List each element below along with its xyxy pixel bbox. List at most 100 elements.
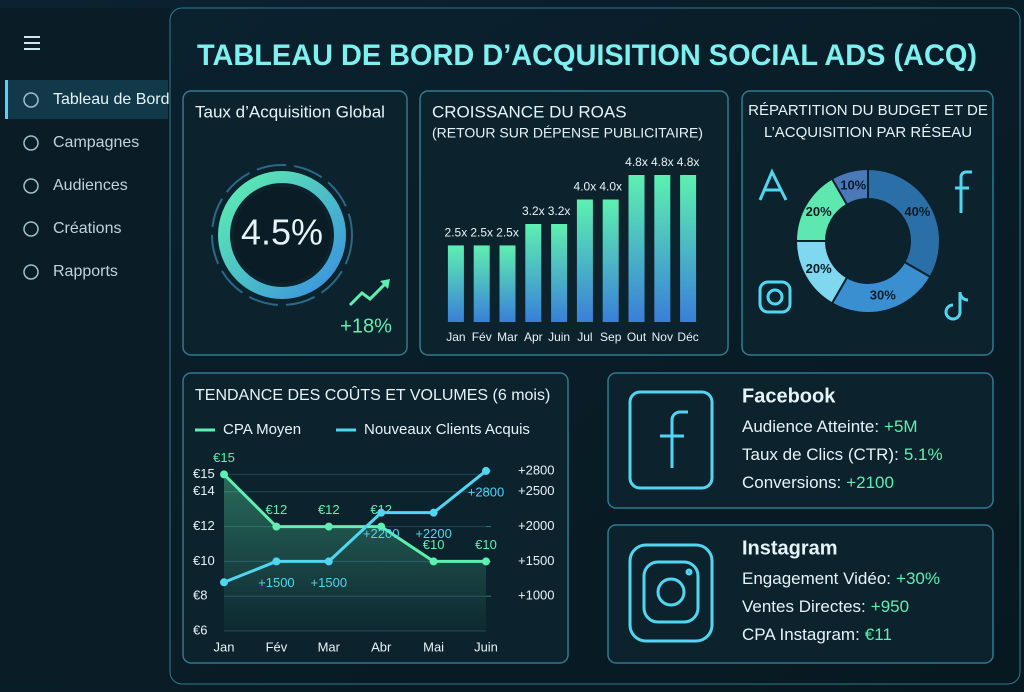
x-tick-label: Sep: [600, 330, 622, 344]
nav-item[interactable]: Rapports: [53, 263, 118, 280]
bar-label: 3.2x: [548, 204, 571, 218]
facebook-icon: [628, 390, 714, 490]
active-item-bg: [5, 80, 168, 119]
row-label: Taux de Clics (CTR):: [742, 445, 899, 464]
card-title: Facebook: [742, 385, 836, 407]
y-tick-label: €6: [193, 622, 207, 637]
gauge-outer: [211, 164, 353, 306]
budget-panel: [741, 90, 994, 356]
x-tick-label: Jul: [577, 330, 592, 344]
y-tick-label: €8: [193, 588, 207, 603]
gauge-ring: [218, 171, 346, 299]
nav-item[interactable]: Tableau de Bord: [53, 91, 170, 108]
donut-segment: [867, 167, 941, 279]
card-row: Conversions: +2100: [742, 473, 894, 492]
card-title: Instagram: [742, 537, 838, 559]
y-tick-label: €15: [193, 466, 215, 481]
point-label: €12: [318, 502, 340, 517]
bar-label: 4.8x: [625, 155, 648, 169]
bar-label: 4.8x: [651, 155, 674, 169]
line: [223, 469, 487, 584]
point: [429, 557, 438, 566]
point: [377, 522, 386, 531]
nav-icon: [23, 135, 39, 151]
network-icons: [758, 168, 972, 321]
x-tick-label: Abr: [371, 639, 392, 654]
active-item-bar: [5, 80, 8, 119]
point-label: €10: [423, 537, 445, 552]
facebook-card: [607, 372, 994, 509]
bar: [499, 245, 516, 322]
y-tick-label: €12: [193, 518, 215, 533]
segment-label: 10%: [840, 177, 866, 192]
x-tick-label: Mar: [318, 639, 341, 654]
row-label: Audience Atteinte:: [742, 417, 879, 436]
kpi-value: 4.5%: [241, 212, 323, 253]
row-label: CPA Instagram:: [742, 625, 860, 644]
page-title: TABLEAU DE BORD D’ACQUISITION SOCIAL ADS…: [197, 39, 977, 72]
card-row: Engagement Vidéo: +30%: [742, 569, 940, 588]
kpi-change: +18%: [340, 315, 392, 337]
card-row: CPA Instagram: €11: [742, 625, 892, 644]
bar: [525, 224, 542, 322]
nav-item[interactable]: Créations: [53, 220, 121, 237]
nav-item[interactable]: Audiences: [53, 177, 128, 194]
segment-label: 30%: [870, 287, 896, 302]
card-row: Ventes Directes: +950: [742, 597, 909, 616]
x-tick-label: Jan: [214, 639, 235, 654]
point-label: €15: [213, 450, 235, 465]
nav-item[interactable]: Campagnes: [53, 134, 139, 151]
row-label: Engagement Vidéo:: [742, 569, 891, 588]
x-tick-label: Mai: [423, 639, 444, 654]
point-label: €10: [475, 537, 497, 552]
y2-tick-label: +2500: [518, 483, 555, 498]
row-value: +5M: [884, 417, 918, 436]
x-tick-label: Mar: [497, 330, 518, 344]
y-tick-label: €14: [193, 483, 215, 498]
nav-icon: [23, 178, 39, 194]
x-tick-label: Nov: [652, 330, 673, 344]
row-value: €11: [865, 625, 892, 644]
y2-tick-label: +1500: [518, 553, 555, 568]
bar: [628, 175, 645, 322]
bar-label: 4.0x: [599, 180, 622, 194]
bar-label: 2.5x: [445, 226, 468, 240]
point-label: +2800: [468, 484, 505, 499]
x-tick-label: Déc: [677, 330, 698, 344]
y2-tick-label: +1000: [518, 588, 555, 603]
nav-icon: [23, 92, 39, 108]
bar-label: 4.0x: [574, 180, 597, 194]
arrow-head: [380, 279, 390, 289]
point-label: +2200: [415, 526, 452, 541]
point: [272, 522, 281, 531]
row-label: Ventes Directes:: [742, 597, 866, 616]
point: [429, 508, 438, 517]
bar: [602, 199, 619, 322]
roas-panel: [419, 90, 729, 356]
bar: [473, 245, 490, 322]
gauge-center: [234, 187, 330, 283]
area: [224, 474, 486, 631]
legend-label: CPA Moyen: [223, 421, 301, 438]
instagram-card: [607, 524, 994, 664]
menu-icon[interactable]: [24, 36, 40, 50]
bar: [680, 175, 697, 322]
card-row: Audience Atteinte: +5M: [742, 417, 918, 436]
line: [222, 473, 486, 563]
trend-title: TENDANCE DES COÛTS ET VOLUMES (6 mois): [195, 385, 550, 404]
point-label: €12: [266, 502, 288, 517]
row-value: +950: [871, 597, 909, 616]
bar-label: 2.5x: [470, 226, 493, 240]
point: [220, 578, 228, 587]
roas-subtitle: (RETOUR SUR DÉPENSE PUBLICITAIRE): [432, 125, 703, 141]
instagram-icon: [628, 543, 714, 643]
y2-tick-label: +2000: [518, 518, 555, 533]
nav-icon: [23, 221, 39, 237]
bar-label: 4.8x: [677, 155, 700, 169]
budget-title: L’ACQUISITION PAR RÉSEAU: [764, 124, 972, 141]
x-tick-label: Jan: [446, 330, 465, 344]
segment-label: 20%: [806, 204, 832, 219]
donut-segment: [830, 167, 869, 206]
